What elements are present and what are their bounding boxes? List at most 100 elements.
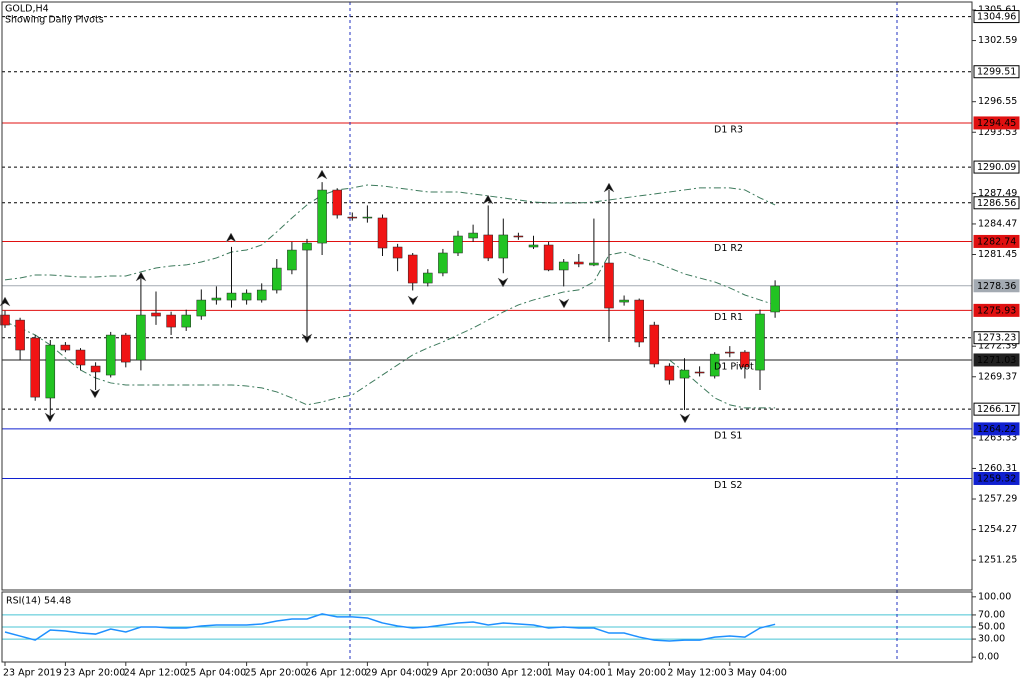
x-tick-label: 26 Apr 12:00 (305, 668, 367, 679)
candle-body (241, 292, 252, 301)
candle-body (347, 216, 358, 219)
candle-body (15, 319, 25, 351)
candle-body (453, 235, 463, 254)
band-line (4, 184, 776, 281)
candle-body (543, 244, 554, 271)
candle-body (634, 299, 644, 343)
candle-body (181, 314, 191, 328)
price-box-label: 1299.51 (977, 67, 1016, 78)
rsi-title: RSI(14) 54.48 (6, 596, 71, 607)
y-tick-label: 1302.59 (978, 35, 1017, 46)
price-box (973, 279, 1020, 293)
candle-body (483, 234, 493, 259)
candle-body (740, 351, 750, 368)
candle-body (256, 289, 267, 301)
price-box-label: 1286.56 (977, 198, 1016, 209)
candle-body (392, 246, 403, 259)
candle-body (679, 369, 690, 379)
candle-body (45, 344, 56, 399)
price-box (973, 422, 1020, 436)
candle-body (604, 262, 614, 309)
x-tick-label: 30 Apr 12:00 (486, 668, 548, 679)
price-box (973, 331, 1020, 345)
x-tick-label: 23 Apr 20:00 (63, 668, 125, 679)
candle-body (755, 313, 765, 371)
price-box (973, 196, 1020, 210)
y-tick-label: 0.00 (978, 652, 999, 663)
y-tick-label: 1305.61 (978, 4, 1017, 15)
candle-body (0, 314, 10, 326)
candle-body (694, 371, 705, 374)
candle-body (619, 299, 629, 303)
price-box-label: 1275.93 (977, 305, 1016, 316)
candle-body (649, 324, 660, 365)
candle-body (438, 252, 448, 274)
candle-body (60, 344, 71, 351)
chart-subtitle: Showing Daily Pivots (5, 15, 104, 26)
candle-body (317, 189, 327, 244)
pivot-label: D1 R1 (714, 312, 743, 323)
y-tick-label: 1269.37 (978, 371, 1017, 382)
candle-body (151, 312, 161, 317)
candle-body (558, 261, 569, 271)
price-box (973, 160, 1020, 174)
price-box-label: 1282.74 (977, 236, 1016, 247)
x-tick-label: 23 Apr 2019 (3, 668, 62, 679)
candle-body (574, 261, 584, 265)
candle-body (362, 216, 373, 219)
candle-body (407, 254, 418, 284)
price-box (973, 402, 1020, 416)
candle-body (664, 365, 675, 381)
price-box-label: 1290.09 (977, 162, 1016, 173)
candle-body (302, 242, 312, 251)
candle-body (332, 189, 342, 216)
pivot-label: D1 S1 (714, 430, 742, 441)
fractal-down (89, 388, 101, 399)
candle-body (211, 297, 222, 301)
candle-body (589, 262, 599, 266)
x-tick-label: 3 May 04:00 (728, 668, 787, 679)
price-box (973, 353, 1020, 367)
fractal-down (301, 333, 313, 344)
fractal-up (225, 232, 237, 243)
y-tick-label: 1272.39 (978, 341, 1017, 352)
fractal-up (482, 194, 494, 205)
y-tick-label: 1251.25 (978, 555, 1017, 566)
pivot-label: D1 Pivot (714, 361, 754, 372)
y-tick-label: 70.00 (978, 609, 1005, 620)
band-line (4, 251, 776, 406)
y-tick-label: 1260.31 (978, 463, 1017, 474)
candle-body (196, 299, 207, 317)
x-tick-label: 29 Apr 04:00 (365, 668, 427, 679)
price-box-label: 1271.03 (977, 355, 1016, 366)
candle-body (498, 234, 509, 259)
candle-body (90, 365, 101, 373)
fractal-down (679, 413, 691, 424)
x-tick-label: 25 Apr 04:00 (184, 668, 246, 679)
candle-body (136, 314, 146, 361)
candle-body (121, 334, 131, 363)
fractal-down (558, 298, 570, 309)
price-box (973, 471, 1020, 485)
y-tick-label: 1257.29 (978, 494, 1017, 505)
candle-body (75, 349, 86, 366)
levels-layer (2, 16, 972, 640)
candle-body (725, 351, 735, 354)
candle-body (770, 285, 780, 313)
fractal-up (135, 271, 147, 282)
pivot-label: D1 S2 (714, 480, 742, 491)
y-tick-label: 1281.45 (978, 249, 1017, 260)
x-tick-label: 1 May 04:00 (547, 668, 606, 679)
candle-body (226, 292, 237, 301)
price-box-label: 1278.36 (977, 281, 1016, 292)
candle-body (30, 337, 40, 398)
price-box-label: 1266.17 (977, 404, 1016, 415)
candle-body (377, 217, 388, 249)
y-tick-label: 1296.55 (978, 96, 1017, 107)
price-box (973, 303, 1020, 317)
x-tick-label: 25 Apr 20:00 (245, 668, 307, 679)
x-tick-label: 29 Apr 20:00 (426, 668, 488, 679)
labels-layer: 1305.61 1302.59 1296.55 1293.53 1287.49 1284.… (3, 4, 1020, 679)
price-box (973, 10, 1020, 24)
